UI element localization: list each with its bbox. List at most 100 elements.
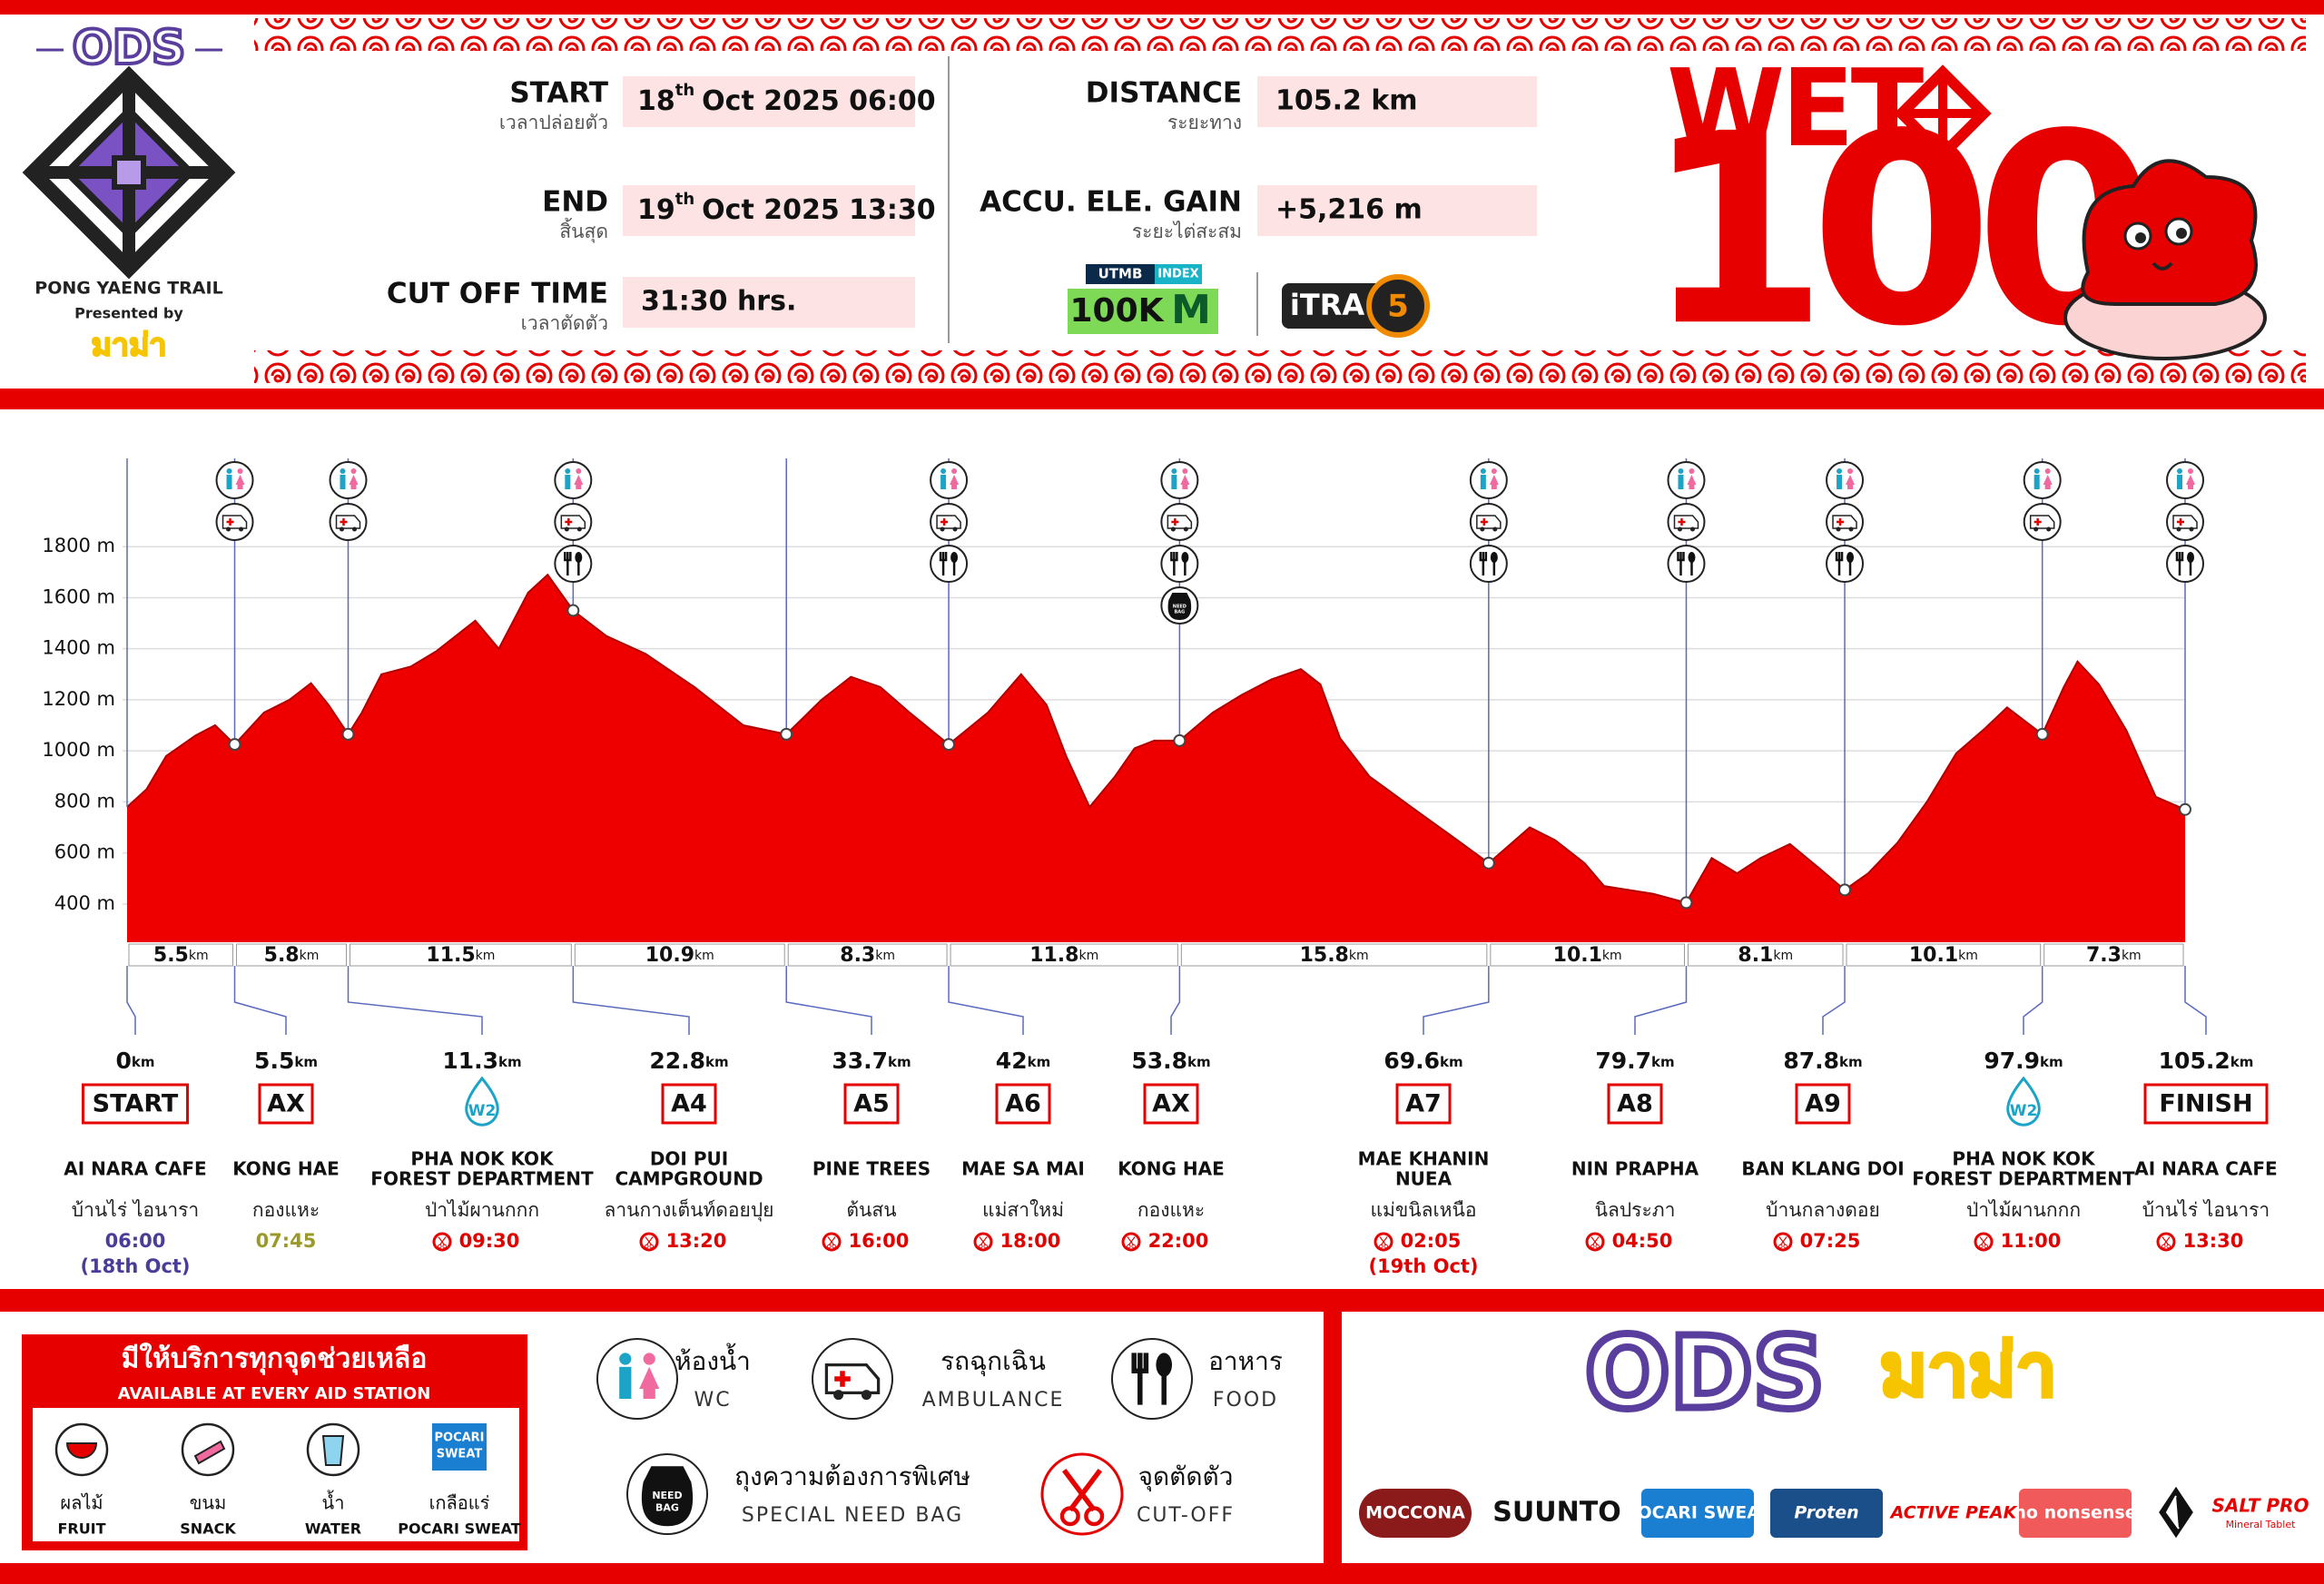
icon-cutoff [822, 1232, 842, 1252]
icon-food [1469, 545, 1508, 583]
wheel [1836, 526, 1841, 532]
aid-subtitle: AVAILABLE AT EVERY AID STATION [118, 1384, 431, 1403]
station-name: PHA NOK KOK [1952, 1148, 2096, 1170]
icon-food [554, 545, 593, 583]
station-point [1482, 856, 1495, 870]
icon-wc [554, 461, 593, 499]
field-value: 19th Oct 2025 13:30 [637, 190, 936, 226]
brand: ODS PONG YAENG TRAIL Presented by มาม่า [22, 19, 236, 365]
code-box [843, 1083, 900, 1125]
segment-box [1180, 943, 1488, 967]
legend-thai: อาหาร [1208, 1346, 1283, 1376]
icon-ring [1667, 461, 1706, 499]
elevation-chart: 400 m 600 m 800 m 1000 m 1200 m 1400 m 1600 m 1… [42, 458, 2278, 1277]
segment-distance: 11.8km [1029, 944, 1098, 967]
spoon [2187, 552, 2194, 563]
sponsors: ODS มาม่า MOCCONA SUUNTO POCARI SWEAT Proten A… [1359, 1311, 2309, 1541]
spoon [575, 552, 583, 563]
station-code: A4 [671, 1090, 707, 1118]
legend-thai: รถฉุกเฉิน [940, 1346, 1046, 1377]
wheel [1183, 526, 1188, 532]
scissors [979, 1236, 988, 1245]
fork [1170, 552, 1178, 576]
station-km: 42km [996, 1048, 1050, 1074]
segment-box [1687, 943, 1844, 967]
wheel [226, 526, 231, 532]
spoon [950, 552, 959, 563]
station-code: A6 [1005, 1090, 1041, 1118]
icon-ambulance [1667, 503, 1706, 541]
wheel [1480, 526, 1485, 532]
station-connector [948, 966, 1024, 1035]
wheel [2046, 526, 2052, 532]
fork [1479, 552, 1488, 576]
woman [1182, 468, 1188, 474]
woman [2043, 475, 2053, 489]
icon-ring [1469, 545, 1508, 583]
station-km: 0km [115, 1048, 154, 1074]
icon-ring [1826, 545, 1865, 583]
man [1171, 468, 1177, 474]
field-label: END [542, 186, 608, 219]
station-km: 69.6km [1384, 1048, 1462, 1074]
sup: th [675, 81, 694, 100]
aid-shape [193, 1440, 226, 1465]
man [619, 1353, 632, 1365]
km-value: 53.8 [1131, 1048, 1187, 1074]
bag-text: BAG [1174, 610, 1185, 615]
segment-box [1846, 943, 2042, 967]
aid-en: POCARI SWEAT [398, 1520, 521, 1538]
wheel [340, 526, 345, 532]
station-code: START [93, 1090, 179, 1118]
cross [834, 1371, 851, 1387]
station-thai: กองแหะ [1137, 1199, 1205, 1221]
segment-unit: km [875, 949, 895, 963]
man [565, 468, 571, 474]
wheel [2034, 526, 2039, 532]
km-unit: km [498, 1054, 522, 1070]
icon-ring [215, 461, 254, 499]
icon-food [1667, 545, 1706, 583]
wheel [861, 1390, 872, 1401]
km-unit: km [1651, 1054, 1675, 1070]
station-time: 04:50 [1612, 1230, 1673, 1252]
sponsor-main: ODS [1585, 1314, 1825, 1431]
station-name: KONG HAE [1118, 1158, 1225, 1180]
field-value: +5,216 m [1275, 194, 1423, 226]
bag-text: BAG [655, 1501, 679, 1513]
station-km: 11.3km [442, 1048, 521, 1074]
badge-text: INDEX [1157, 268, 1198, 281]
event-name: PONG YAENG TRAIL [34, 279, 222, 299]
station-time: 07:25 [1800, 1230, 1861, 1252]
wheel [833, 1390, 844, 1401]
station-name: BAN KLANG DOI [1741, 1158, 1904, 1180]
code-box [661, 1083, 717, 1125]
scissors [1131, 1244, 1136, 1249]
cross [226, 518, 234, 526]
icon-cutoff [1585, 1232, 1605, 1252]
man [1480, 468, 1486, 474]
fork [939, 552, 948, 576]
icon-ambulance [2023, 503, 2062, 541]
cross [1678, 518, 1686, 526]
station-point [228, 738, 241, 752]
woman [1689, 468, 1695, 474]
scissors [1384, 1244, 1388, 1249]
segment-unit: km [300, 949, 320, 963]
station-connector [1423, 966, 1490, 1035]
badge-text: M [1171, 287, 1211, 333]
man [1837, 468, 1843, 474]
man [2177, 468, 2182, 474]
field-value: 31:30 hrs. [641, 286, 796, 318]
sponsor-logo: POCARI SWEAT [1625, 1503, 1771, 1523]
field-thai: เวลาปล่อยตัว [499, 112, 608, 133]
scissors [1379, 1244, 1384, 1249]
bag-shape [641, 1466, 694, 1527]
icon-ambulance [2166, 503, 2204, 541]
badge-text: 100K [1069, 292, 1164, 330]
wheel [2189, 526, 2194, 532]
icon-food [1111, 1338, 1193, 1420]
km-value: 105.2 [2159, 1048, 2230, 1074]
man [565, 475, 571, 489]
segment-box [1490, 943, 1685, 967]
